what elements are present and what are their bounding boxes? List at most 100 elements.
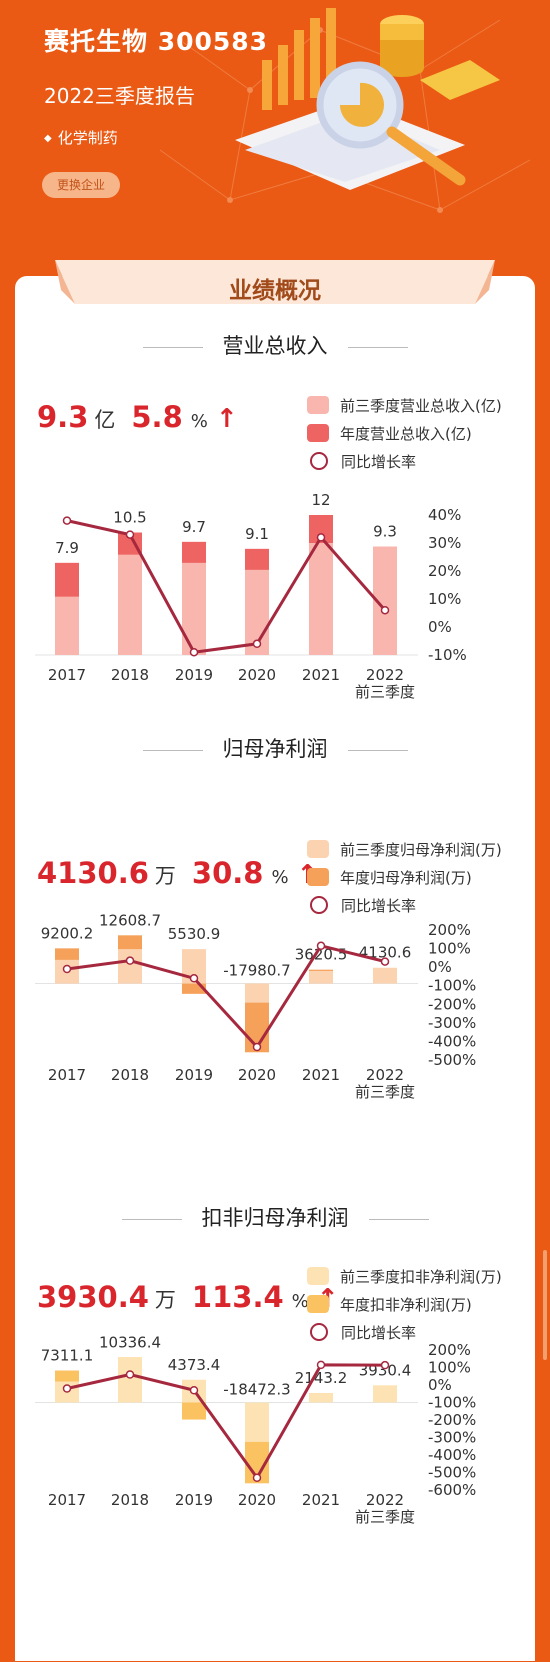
deducted-profit-chart: 7311.1 2017 10336.4 2018 4373.4 2019 -18472.3 2… xyxy=(35,1333,476,1526)
kpi-value: 3930.4 xyxy=(37,1280,149,1314)
switch-company-button[interactable]: 更换企业 xyxy=(42,172,120,198)
legend-label: 同比增长率 xyxy=(341,452,417,471)
growth-point xyxy=(125,1370,135,1379)
category-label: 2021 xyxy=(302,1066,340,1084)
category-label: 2020 xyxy=(238,666,276,684)
value-label: -17980.7 xyxy=(223,962,290,980)
company-title: 赛托生物 300583 xyxy=(44,27,269,56)
category-label: 2017 xyxy=(48,1066,86,1084)
legend-label: 前三季度扣非净利润(万) xyxy=(340,1267,502,1286)
y2-tick-label: -200% xyxy=(428,995,476,1013)
category-label: 2017 xyxy=(48,1491,86,1509)
category-label: 2018 xyxy=(111,1066,149,1084)
section-banner xyxy=(55,260,495,304)
category-label: 2021 xyxy=(302,1491,340,1509)
category-label: 2022 xyxy=(366,1491,404,1509)
y2-tick-label: -300% xyxy=(428,1014,476,1032)
value-label: 12 xyxy=(311,491,330,509)
net-profit-section-title: 归母净利润 xyxy=(15,733,535,763)
header-illustration xyxy=(159,8,531,213)
q3-bar xyxy=(182,562,206,655)
y2-tick-label: -100% xyxy=(428,1394,476,1412)
category-label: 2020 xyxy=(238,1066,276,1084)
q3-bar xyxy=(118,554,142,655)
y2-tick-label: -500% xyxy=(428,1464,476,1482)
growth-line xyxy=(66,944,386,1050)
growth-point xyxy=(380,1360,390,1370)
annual-bar xyxy=(182,1402,206,1420)
legend-item: 年度营业总收入(亿) xyxy=(307,419,502,447)
kpi-unit: 万 xyxy=(154,864,176,888)
growth-point xyxy=(62,1384,72,1393)
q3-bar xyxy=(373,967,397,984)
kpi-growth-unit: % xyxy=(271,867,289,888)
q3-bar xyxy=(373,1385,397,1403)
y2-tick-label: 0% xyxy=(428,1376,452,1394)
category-label: 2019 xyxy=(175,666,213,684)
kpi-unit: 万 xyxy=(154,1288,176,1312)
legend-ring-icon xyxy=(310,452,328,470)
legend-label: 同比增长率 xyxy=(341,1323,417,1342)
revenue-legend: 前三季度营业总收入(亿) 年度营业总收入(亿) 同比增长率 xyxy=(307,391,502,475)
value-label: 2143.2 xyxy=(295,1369,348,1387)
y2-tick-label: -400% xyxy=(428,1032,476,1050)
value-label: 9200.2 xyxy=(41,924,94,942)
revenue-chart: 7.9 2017 10.5 2018 9.7 2019 9.1 2020 12 2021 9.3 20… xyxy=(35,491,467,701)
y2-tick-label: -400% xyxy=(428,1446,476,1464)
legend-item: 年度归母净利润(万) xyxy=(307,863,502,891)
annual-bar xyxy=(182,983,206,994)
legend-label: 年度扣非净利润(万) xyxy=(340,1295,472,1314)
divider xyxy=(142,346,203,348)
scrollbar[interactable] xyxy=(543,1250,547,1360)
y2-tick-label: 20% xyxy=(428,562,461,580)
divider xyxy=(368,1218,429,1220)
value-label: 12608.7 xyxy=(99,911,161,929)
value-label: 10.5 xyxy=(113,509,146,527)
industry-label: 化学制药 xyxy=(57,129,118,147)
category-label: 2022 xyxy=(366,1066,404,1084)
y2-tick-label: -500% xyxy=(428,1051,476,1069)
up-arrow-icon: ↑ xyxy=(215,404,238,434)
q3-bar xyxy=(118,949,142,984)
y2-tick-label: 100% xyxy=(428,940,471,958)
y2-tick-label: -10% xyxy=(428,646,467,664)
y2-tick-label: 200% xyxy=(428,1341,471,1359)
category-label: 2019 xyxy=(175,1066,213,1084)
growth-point xyxy=(62,964,72,974)
y2-tick-label: 100% xyxy=(428,1359,471,1377)
kpi-growth-unit: % xyxy=(291,1291,309,1312)
category-label: 前三季度 xyxy=(355,1508,415,1526)
value-label: 4373.4 xyxy=(168,1356,221,1374)
q3-bar xyxy=(245,1402,269,1442)
legend-label: 同比增长率 xyxy=(341,896,417,915)
value-label: 9.7 xyxy=(182,518,206,536)
value-label: 5530.9 xyxy=(168,925,221,943)
category-label: 前三季度 xyxy=(355,683,415,701)
q3-bar xyxy=(245,983,269,1003)
category-label: 前三季度 xyxy=(355,1083,415,1101)
y2-tick-label: 30% xyxy=(428,534,461,552)
banner-title: 业绩概况 xyxy=(229,278,321,304)
y2-tick-label: -200% xyxy=(428,1411,476,1429)
kpi-growth: 30.8 xyxy=(191,856,264,890)
net-profit-title-text: 归母净利润 xyxy=(222,737,328,761)
y2-tick-label: -600% xyxy=(428,1481,476,1499)
category-label: 2018 xyxy=(111,666,149,684)
growth-point xyxy=(125,956,135,965)
y2-tick-label: -300% xyxy=(428,1429,476,1447)
net-profit-chart: 9200.2 2017 12608.7 2018 5530.9 2019 -17980.7 2… xyxy=(35,911,476,1101)
growth-point xyxy=(380,605,390,615)
growth-point xyxy=(189,1386,199,1395)
kpi-growth-unit: % xyxy=(190,411,208,432)
growth-point xyxy=(189,647,199,657)
kpi-value: 4130.6 xyxy=(37,856,149,890)
divider xyxy=(142,749,203,751)
category-label: 2021 xyxy=(302,666,340,684)
deducted-profit-title-text: 扣非归母净利润 xyxy=(201,1206,349,1230)
legend-swatch xyxy=(307,840,329,858)
legend-label: 年度归母净利润(万) xyxy=(340,868,472,887)
value-label: -18472.3 xyxy=(223,1381,290,1399)
value-label: 7311.1 xyxy=(41,1347,94,1365)
kpi-growth: 5.8 xyxy=(131,400,183,434)
